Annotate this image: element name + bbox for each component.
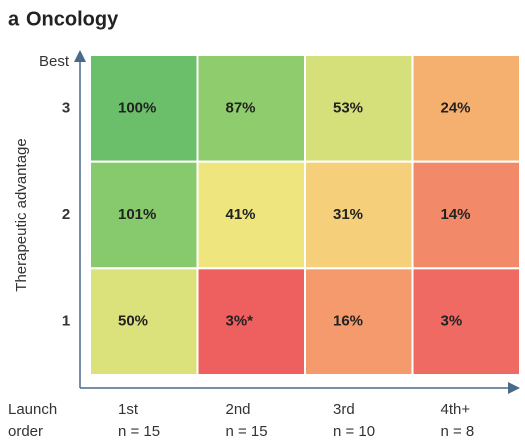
x-sublabel: n = 10	[333, 423, 375, 440]
y-axis-title: Therapeutic advantage	[13, 138, 30, 291]
heatmap-cell	[304, 267, 414, 377]
heatmap-cell	[411, 267, 521, 377]
x-tick-label: 2nd	[226, 401, 251, 418]
heatmap-cell	[411, 54, 521, 163]
cell-label: 50%	[118, 313, 148, 330]
heatmap-cell	[196, 267, 306, 377]
x-tick-label: 4th+	[441, 401, 471, 418]
x-sublabel: n = 8	[441, 423, 475, 440]
cell-label: 53%	[333, 99, 363, 116]
cell-label: 3%*	[226, 313, 254, 330]
y-tick-label: 3	[62, 99, 70, 116]
x-tick-label: 1st	[118, 401, 139, 418]
x-axis-title: order	[8, 423, 43, 440]
x-tick-label: 3rd	[333, 401, 355, 418]
y-top-label: Best	[39, 53, 70, 70]
cell-label: 101%	[118, 206, 156, 223]
cell-label: 24%	[441, 99, 471, 116]
cell-label: 14%	[441, 206, 471, 223]
cell-label: 100%	[118, 99, 156, 116]
chart-title: Oncology	[26, 8, 119, 30]
cell-label: 87%	[226, 99, 256, 116]
x-axis-arrow	[508, 382, 520, 394]
panel-label: a	[8, 8, 20, 30]
y-tick-label: 1	[62, 313, 70, 330]
x-sublabel: n = 15	[118, 423, 160, 440]
x-axis-title: Launch	[8, 401, 57, 418]
cell-label: 31%	[333, 206, 363, 223]
heatmap-cell	[304, 54, 414, 163]
heatmap-cell	[196, 160, 306, 270]
heatmap-cell	[89, 54, 199, 163]
heatmap-cell	[196, 54, 306, 163]
cell-label: 16%	[333, 313, 363, 330]
cell-label: 3%	[441, 313, 463, 330]
y-tick-label: 2	[62, 206, 70, 223]
heatmap-cell	[89, 267, 199, 377]
y-axis-arrow	[74, 50, 86, 62]
x-sublabel: n = 15	[226, 423, 268, 440]
heatmap-cell	[304, 160, 414, 270]
cell-label: 41%	[226, 206, 256, 223]
